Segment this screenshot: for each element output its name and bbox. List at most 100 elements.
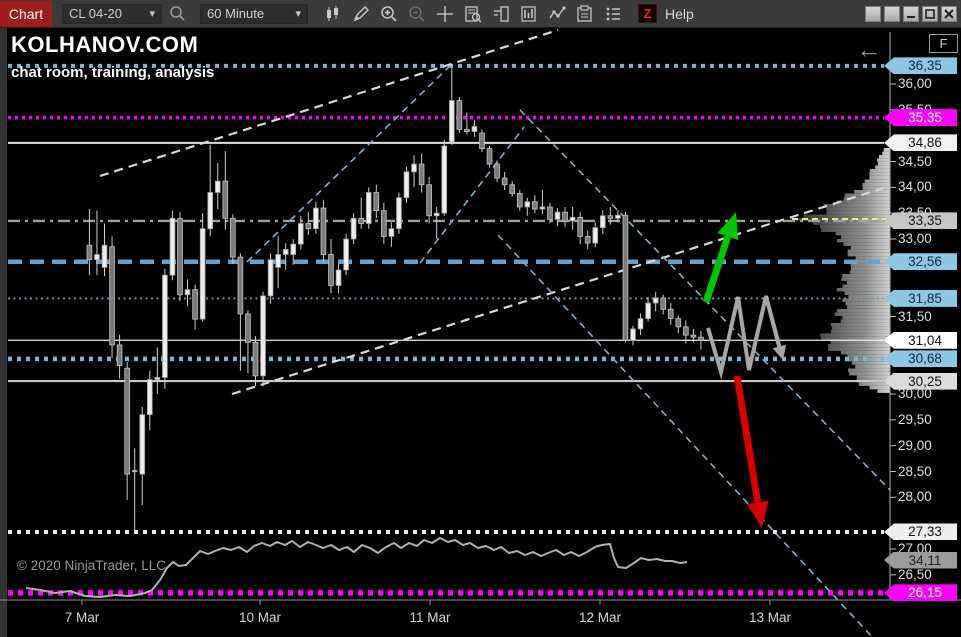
green-up-arrow[interactable] — [702, 235, 732, 304]
volume-profile-row — [842, 274, 890, 278]
candle-body — [230, 217, 236, 258]
candle-body — [131, 470, 138, 473]
volume-profile-row — [869, 176, 890, 180]
volume-profile-row — [855, 256, 890, 260]
candle-body — [509, 184, 515, 194]
volume-profile-row — [842, 316, 890, 320]
volume-profile-row — [847, 253, 890, 257]
crosshair-icon[interactable] — [432, 3, 458, 25]
red-down-arrow[interactable] — [733, 375, 762, 503]
scroll-back-arrow-icon[interactable]: ← — [856, 34, 882, 64]
price-tag-30,68: 30,68 — [884, 350, 957, 368]
price-tick-label: 34,00 — [898, 179, 932, 195]
green-up-arrow-head[interactable] — [717, 212, 739, 241]
help-menu[interactable]: Help — [665, 5, 694, 22]
volume-profile-row — [828, 347, 890, 351]
volume-profile-row — [845, 358, 890, 362]
candle-body — [381, 210, 387, 237]
red-down-arrow-head[interactable] — [746, 500, 769, 528]
minimize-icon[interactable] — [903, 5, 919, 22]
volume-profile-row — [843, 242, 890, 246]
indicators-icon[interactable] — [516, 3, 542, 25]
volume-profile-row — [834, 312, 890, 316]
candle-body — [313, 207, 319, 230]
window-button-2[interactable] — [884, 5, 900, 22]
rising-blue-steep-2[interactable] — [419, 126, 525, 264]
instrument-search-icon[interactable] — [164, 3, 190, 25]
volume-profile-row — [848, 295, 890, 299]
price-tick-label: 36,00 — [898, 76, 932, 91]
candle-body — [592, 227, 599, 244]
price-tick-label: 28,00 — [898, 489, 932, 505]
volume-profile-row — [869, 386, 890, 390]
list-icon[interactable] — [600, 3, 626, 25]
candle-body — [464, 129, 470, 132]
volume-profile-row — [858, 382, 890, 386]
volume-profile-row — [845, 302, 890, 306]
left-window-edge — [0, 28, 7, 637]
volume-profile-row — [844, 193, 890, 197]
candle-body — [86, 244, 93, 261]
volume-profile-row — [862, 186, 890, 190]
instrument-select[interactable]: CL 04-20 ▾ — [62, 3, 162, 24]
chart-style-icon[interactable] — [320, 3, 346, 25]
volume-profile-row — [869, 172, 890, 176]
candle-body — [101, 244, 108, 268]
candle-body — [622, 214, 629, 341]
volume-profile-row — [847, 305, 890, 309]
candle-body — [577, 216, 583, 237]
chart-plot-area[interactable]: KOLHANOV.COM chat room, training, analys… — [0, 28, 961, 637]
gray-zigzag-arrow-head[interactable] — [772, 344, 787, 360]
chart-trader-icon[interactable] — [488, 3, 514, 25]
candle-body — [645, 302, 651, 319]
zoom-out-icon[interactable] — [404, 3, 430, 25]
volume-profile-row — [877, 158, 890, 162]
gray-zigzag-arrow[interactable] — [764, 295, 782, 347]
drawing-tools-icon[interactable] — [348, 3, 374, 25]
z-indicator-icon[interactable]: Z — [638, 4, 657, 23]
window-button-1[interactable] — [865, 5, 881, 22]
volume-profile-row — [848, 368, 890, 372]
volume-profile-row — [820, 228, 890, 232]
properties-icon[interactable] — [572, 3, 598, 25]
date-label: 7 Mar — [64, 610, 100, 625]
candle-body — [630, 328, 636, 341]
price-tag-33,35: 33,35 — [884, 212, 957, 230]
candle-body — [184, 289, 191, 296]
restore-icon[interactable] — [922, 5, 938, 22]
indicator-value-tag: 34,11 — [884, 551, 957, 569]
price-tick-label: 28,50 — [898, 463, 932, 479]
interval-select[interactable]: 60 Minute ▾ — [200, 3, 308, 24]
candle-body — [600, 215, 606, 229]
volume-profile-row — [840, 351, 890, 355]
price-tick-label: 33,00 — [898, 231, 932, 246]
candle-body — [615, 214, 621, 219]
candle-body — [260, 295, 266, 377]
candle-body — [305, 223, 312, 230]
data-series-icon[interactable] — [460, 3, 486, 25]
volume-profile-row — [836, 200, 890, 204]
volume-profile-row — [828, 344, 890, 348]
rising-white-upper[interactable] — [99, 28, 559, 178]
close-icon[interactable] — [941, 5, 957, 22]
strategies-icon[interactable] — [544, 3, 570, 25]
chevron-down-icon: ▾ — [295, 8, 301, 20]
rising-white-lower[interactable] — [231, 184, 891, 396]
candle-body — [418, 163, 425, 186]
volume-profile-row — [803, 214, 890, 218]
candle-body — [486, 148, 493, 165]
volume-profile-row — [850, 267, 890, 271]
zoom-in-icon[interactable] — [376, 3, 402, 25]
volume-profile-row — [842, 298, 890, 302]
falling-blue-2[interactable] — [497, 234, 875, 637]
candle-body — [297, 223, 304, 245]
candle-body — [562, 211, 568, 222]
focus-button[interactable]: F — [929, 34, 958, 53]
price-tag-32,56: 32,56 — [884, 253, 957, 271]
candle-body — [207, 192, 214, 230]
chart-tab-button[interactable]: Chart — [0, 1, 52, 27]
candle-body — [433, 212, 440, 217]
candle-body — [139, 414, 146, 475]
volume-profile-row — [847, 249, 890, 253]
